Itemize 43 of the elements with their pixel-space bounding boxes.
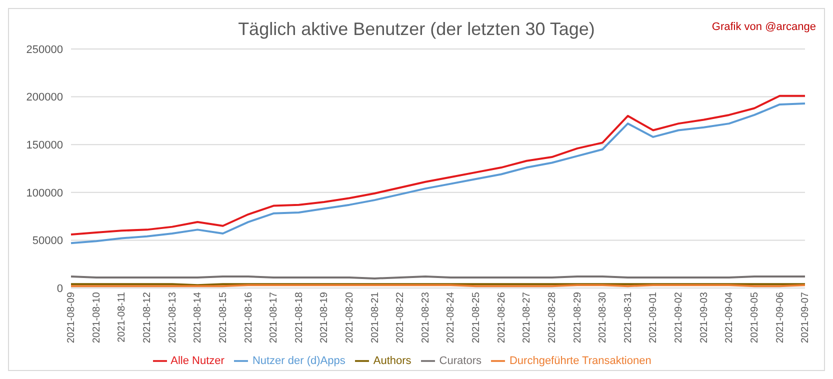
x-tick-label: 2021-09-02 <box>674 292 685 344</box>
x-tick-label: 2021-08-29 <box>572 292 584 344</box>
y-tick-label: 250000 <box>26 44 63 56</box>
x-tick-label: 2021-08-20 <box>344 292 356 344</box>
legend-label: Nutzer der (d)Apps <box>252 354 346 367</box>
x-tick-label: 2021-08-22 <box>395 292 406 344</box>
x-tick-label: 2021-08-18 <box>294 292 305 344</box>
y-tick-label: 0 <box>56 282 63 295</box>
x-tick-label: 2021-09-07 <box>800 292 812 344</box>
x-tick-label: 2021-08-31 <box>622 292 634 344</box>
y-tick-label: 200000 <box>26 92 63 104</box>
x-tick-label: 2021-08-24 <box>446 292 457 344</box>
x-tick-label: 2021-08-21 <box>370 292 381 344</box>
x-tick-label: 2021-09-04 <box>724 292 736 344</box>
x-tick-label: 2021-08-11 <box>116 292 128 342</box>
x-tick-label: 2021-08-16 <box>243 292 254 344</box>
x-tick-label: 2021-08-12 <box>142 292 154 344</box>
legend-label: Curators <box>439 354 482 367</box>
x-tick-label: 2021-09-01 <box>648 292 660 344</box>
x-tick-label: 2021-09-03 <box>698 292 710 344</box>
x-tick-label: 2021-08-15 <box>218 292 229 344</box>
legend-label: Alle Nutzer <box>170 354 224 367</box>
x-tick-label: 2021-08-13 <box>167 292 178 344</box>
x-tick-label: 2021-08-09 <box>66 292 78 344</box>
x-tick-label: 2021-08-23 <box>420 292 432 344</box>
x-tick-label: 2021-08-28 <box>546 292 558 344</box>
x-tick-label: 2021-08-10 <box>91 292 102 344</box>
legend-label: Authors <box>373 354 412 367</box>
y-tick-label: 50000 <box>32 235 63 248</box>
x-tick-label: 2021-09-05 <box>749 292 760 344</box>
legend-label: Durchgeführte Transaktionen <box>509 354 652 367</box>
chart-title: Täglich aktive Benutzer (der letzten 30 Tage) <box>238 19 595 39</box>
x-tick-label: 2021-09-06 <box>774 292 786 344</box>
x-tick-label: 2021-08-17 <box>268 292 280 344</box>
y-tick-label: 150000 <box>26 140 63 152</box>
text: Grafik von @arcange <box>712 21 816 33</box>
x-tick-label: 2021-08-19 <box>319 292 330 344</box>
x-tick-label: 2021-08-27 <box>522 292 533 344</box>
x-tick-label: 2021-08-14 <box>192 292 204 344</box>
x-tick-label: 2021-08-30 <box>598 292 609 344</box>
x-tick-label: 2021-08-25 <box>471 292 482 344</box>
y-tick-label: 100000 <box>26 187 63 200</box>
x-tick-label: 2021-08-26 <box>496 292 508 344</box>
